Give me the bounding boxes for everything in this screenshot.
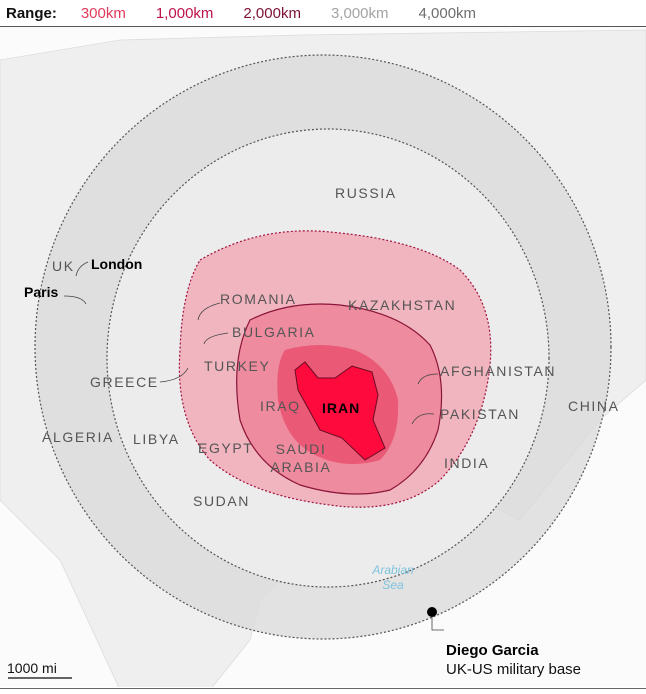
scale-label: 1000 mi [7,660,57,676]
label-afghanistan: AFGHANISTAN [440,363,557,379]
label-uk: UK [52,258,75,274]
range-legend: Range: 300km 1,000km 2,000km 3,000km 4,0… [0,0,646,27]
label-saudi-arabia: SAUDI ARABIA [270,441,332,475]
label-greece: GREECE [90,374,159,390]
legend-4000km: 4,000km [418,4,477,22]
bottom-rule [0,688,646,689]
legend-1000km: 1,000km [155,4,214,22]
city-london: London [91,256,143,272]
label-libya: LIBYA [133,431,180,447]
city-paris: Paris [24,284,59,300]
legend-300km: 300km [80,4,126,22]
legend-3000km: 3,000km [330,4,389,22]
label-india: INDIA [444,455,490,471]
label-russia: RUSSIA [335,185,397,201]
label-egypt: EGYPT [198,440,254,456]
label-romania: ROMANIA [220,291,297,307]
label-arabian-sea: Arabian Sea [372,563,414,592]
iran-territory [294,361,386,461]
legend-2000km: 2,000km [243,4,301,22]
label-bulgaria: BULGARIA [232,324,316,340]
label-kazakhstan: KAZAKHSTAN [348,297,457,313]
label-sudan: SUDAN [193,493,251,509]
label-algeria: ALGERIA [42,429,114,445]
diego-garcia-marker [427,607,437,617]
legend-title: Range: [6,4,57,22]
leader-lines [63,261,444,631]
diego-garcia-name: Diego Garcia [446,642,539,659]
label-iraq: IRAQ [260,398,301,414]
label-pakistan: PAKISTAN [440,406,520,422]
label-iran: IRAN [322,400,361,416]
range-map [0,27,646,687]
label-china: CHINA [568,398,620,414]
diego-garcia-desc: UK-US military base [446,661,582,678]
label-turkey: TURKEY [204,358,271,374]
